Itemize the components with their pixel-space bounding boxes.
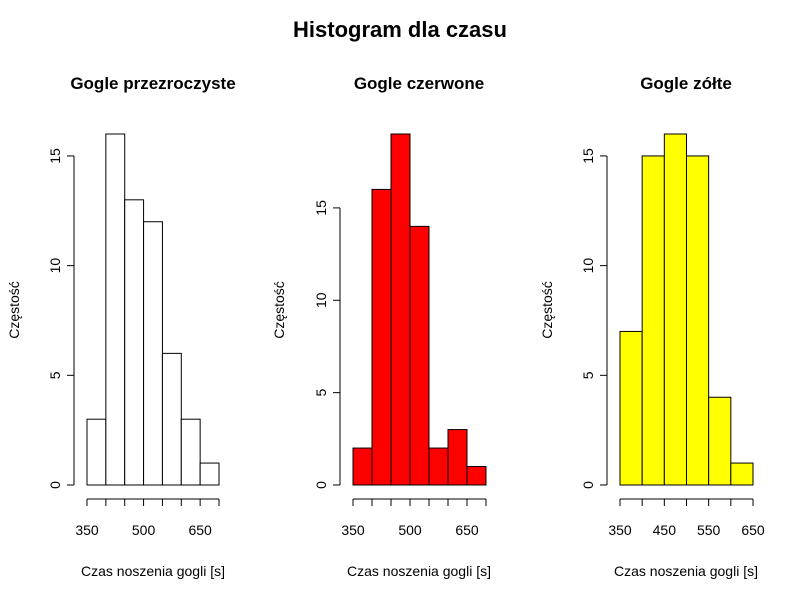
y-tick-label: 0 [313,481,329,489]
x-tick-label: 500 [132,522,156,538]
histogram-bar [390,133,411,486]
x-tick-label: 650 [188,522,212,538]
x-tick-label: 650 [741,522,765,538]
x-tick-label: 350 [75,522,99,538]
y-tick-label: 15 [47,148,63,164]
y-tick-label: 5 [580,371,596,379]
histogram-bar [641,155,665,486]
y-tick-label: 10 [580,258,596,274]
plot-area: 0 5 10 15 350 500 650 [47,133,220,538]
panel-title: Gogle przezroczyste [70,74,235,93]
histogram-bar [619,330,643,486]
x-tick-label: 650 [455,522,479,538]
panel-title: Gogle czerwone [354,74,484,93]
histogram-bar [686,155,710,486]
histogram-bar [371,188,392,486]
y-axis-label: Częstość [539,281,555,339]
y-tick-label: 5 [47,371,63,379]
histogram-bar [730,462,754,486]
x-tick-label: 550 [697,522,721,538]
histogram-bar [86,418,107,486]
histogram-bar [143,221,163,486]
figure-title: Histogram dla czasu [293,17,507,42]
plot-area: 0 5 10 15 350 500 650 [313,133,487,538]
histogram-bar [708,396,732,486]
histogram-bar [409,225,430,486]
histogram-bar [663,133,687,486]
histogram-bar [105,133,126,486]
y-axis-label: Częstość [271,281,287,339]
y-tick-label: 0 [580,481,596,489]
x-axis-label: Czas noszenia gogli [s] [347,563,491,579]
plot-area: 0 5 10 15 350 450 550 650 [580,133,765,538]
x-axis-label: Czas noszenia gogli [s] [81,563,225,579]
histogram-bar [124,199,145,486]
panel-title: Gogle zółte [640,74,732,93]
y-tick-label: 5 [313,389,329,397]
y-tick-label: 15 [313,200,329,216]
y-tick-label: 15 [580,148,596,164]
x-axis-label: Czas noszenia gogli [s] [614,563,758,579]
histogram-panel-clear: Gogle przezroczyste Czas noszenia gogli … [6,74,236,579]
x-tick-label: 350 [341,522,365,538]
x-tick-label: 450 [653,522,677,538]
y-tick-label: 10 [313,292,329,308]
x-tick-label: 500 [398,522,422,538]
histogram-bar [199,462,220,486]
histogram-panel-yellow: Gogle zółte Czas noszenia gogli [s] Częs… [539,74,765,579]
histogram-bar [180,418,201,486]
histogram-panel-red: Gogle czerwone Czas noszenia gogli [s] C… [271,74,491,579]
histogram-bar [428,447,449,486]
y-tick-label: 10 [47,258,63,274]
y-tick-label: 0 [47,481,63,489]
histogram-bar [161,352,182,486]
histogram-bar [466,466,487,486]
x-tick-label: 350 [608,522,632,538]
histogram-bar [447,429,468,486]
y-axis-label: Częstość [6,281,22,339]
histogram-bar [352,447,373,486]
